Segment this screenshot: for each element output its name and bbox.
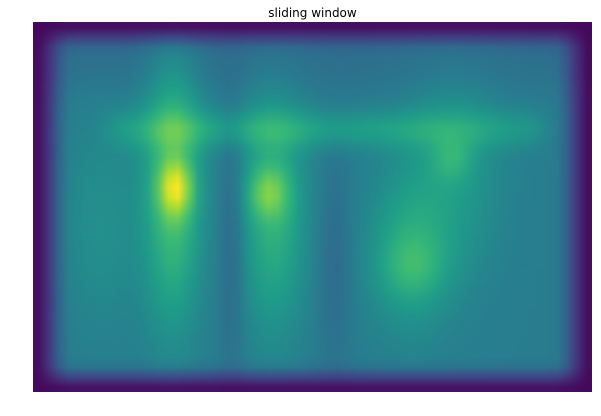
heatmap-image [33, 22, 592, 392]
chart-title: sliding window [268, 6, 357, 20]
heatmap-plot-area [33, 22, 592, 392]
